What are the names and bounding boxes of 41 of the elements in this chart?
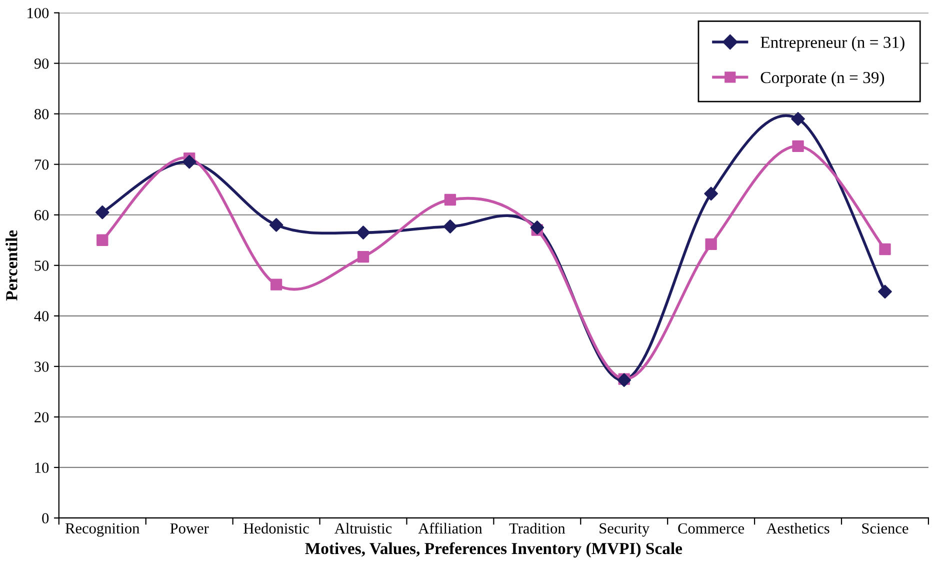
legend-label: Entrepreneur (n = 31) <box>760 36 904 52</box>
y-axis-title: Percentile <box>6 230 18 301</box>
point <box>530 220 544 234</box>
x-tick-label: Recognition <box>65 523 140 537</box>
x-tick-label: Security <box>600 523 650 537</box>
x-tick-label: Commerce <box>678 523 744 534</box>
y-tick-label: 90 <box>34 58 49 69</box>
point <box>96 234 108 246</box>
x-tick-label: Altruistic <box>334 522 392 534</box>
y-tick-label: 60 <box>34 210 49 220</box>
y-tick-label: 30 <box>34 362 49 372</box>
y-tick-label: 0 <box>42 513 49 524</box>
x-tick-label: Hedonistic <box>244 522 309 534</box>
point <box>878 284 892 299</box>
point <box>705 238 717 250</box>
x-tick-label: Aesthetics <box>766 522 830 534</box>
point <box>443 220 458 234</box>
x-tick-label: Tradition <box>509 522 566 534</box>
y-tick-label: 80 <box>34 108 49 120</box>
point <box>444 194 456 206</box>
x-tick-label: Affiliation <box>418 522 482 534</box>
point <box>269 218 284 232</box>
y-tick-label: 20 <box>34 412 49 422</box>
point <box>791 112 805 126</box>
y-tick-label: 100 <box>28 8 49 18</box>
x-tick-label: Power <box>170 523 209 534</box>
point <box>879 243 891 256</box>
point <box>95 205 110 220</box>
point <box>182 154 196 169</box>
y-tick-label: 40 <box>34 311 49 322</box>
legend-label: Corporate (n = 39) <box>760 71 884 87</box>
point <box>270 278 282 290</box>
x-axis-title: Motives, Values, Preferences Inventory (MVPI) Scale <box>305 542 682 558</box>
y-tick-label: 10 <box>35 462 49 473</box>
point <box>357 250 370 263</box>
x-tick-label: Science <box>862 523 908 534</box>
point <box>792 140 804 152</box>
point <box>704 186 718 201</box>
point <box>356 226 370 240</box>
y-tick-label: 70 <box>34 160 49 170</box>
y-tick-label: 50 <box>34 260 49 271</box>
